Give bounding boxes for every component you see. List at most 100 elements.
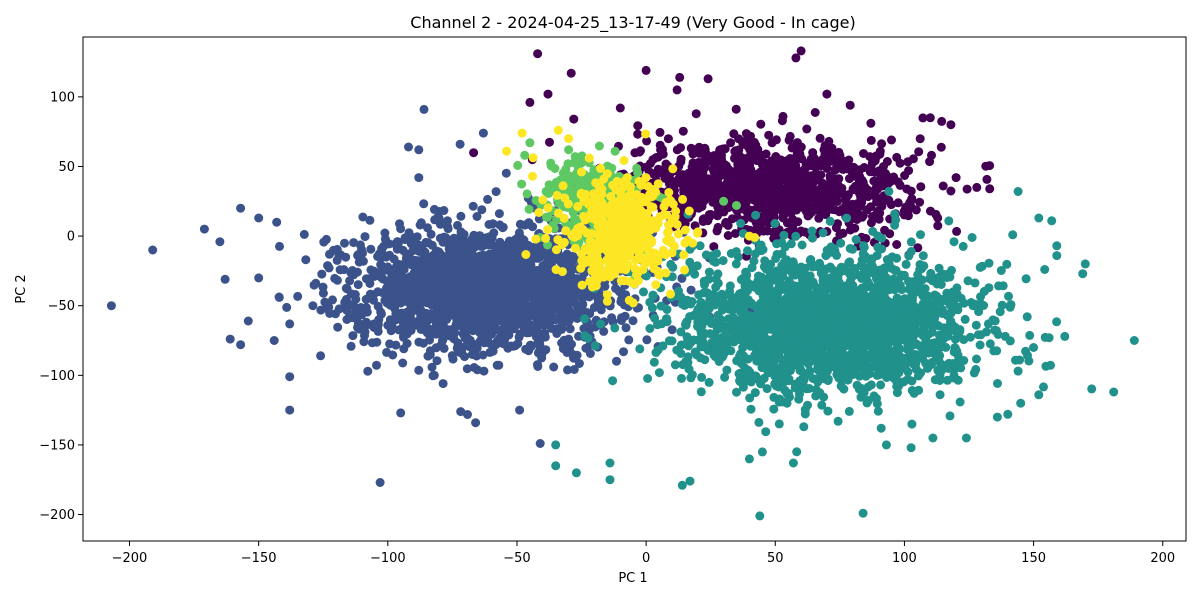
data-point [373,287,383,297]
data-point [800,227,810,237]
data-point [442,251,452,261]
data-point [704,377,714,387]
data-point [533,49,543,59]
data-point [822,184,832,194]
data-point [772,164,782,174]
data-point [550,315,560,325]
data-point [768,227,778,237]
data-point [488,219,498,229]
data-point [504,302,514,312]
data-point [254,273,264,283]
data-point [842,213,852,223]
data-point [738,153,748,163]
data-point [791,231,801,241]
data-point [459,249,469,259]
data-point [529,308,539,318]
data-point [414,365,424,375]
data-point [490,316,500,326]
data-point [825,171,835,181]
data-point [736,218,746,228]
data-point [373,301,383,311]
data-point [448,354,458,364]
data-point [494,209,504,219]
data-point [590,341,600,351]
data-point [836,238,846,248]
data-point [976,330,986,340]
data-point [396,408,406,418]
data-point [945,272,955,282]
data-point [707,175,717,185]
data-point [319,237,329,247]
data-point [328,295,337,305]
data-point [388,350,398,360]
data-point [630,148,640,158]
data-point [981,161,991,171]
data-point [870,189,880,199]
data-point [676,327,686,337]
data-point [360,232,370,242]
data-point [467,250,477,260]
data-point [740,179,750,189]
data-point [1008,230,1018,240]
data-point [580,331,590,341]
data-point [488,346,498,356]
data-point [884,186,894,196]
data-point [667,325,677,335]
data-point [643,374,653,383]
data-point [511,244,520,254]
data-point [383,320,393,330]
data-point [653,152,663,162]
data-point [614,287,624,297]
data-point [451,277,461,287]
data-point [596,319,606,329]
data-point [712,248,721,258]
data-point [523,318,533,328]
data-point [504,278,514,288]
data-point [562,348,572,357]
data-point [711,274,721,284]
data-point [840,192,850,202]
data-point [540,328,550,338]
data-point [764,130,774,140]
data-point [893,177,903,187]
data-point [918,251,928,261]
data-point [925,157,935,167]
data-point [395,271,405,281]
data-point [375,478,385,487]
data-point [834,181,843,191]
data-point [567,252,577,262]
data-point [648,291,658,301]
data-point [412,232,422,242]
data-point [716,183,726,193]
data-point [353,322,362,332]
data-point [358,256,368,266]
data-point [811,169,821,179]
data-point [236,203,246,213]
data-point [398,358,408,368]
data-point [1040,265,1050,274]
data-point [456,211,466,221]
data-point [513,300,523,310]
data-point [1004,291,1013,301]
data-point [933,213,943,223]
data-point [902,184,912,194]
data-point [607,313,617,323]
data-point [885,229,895,239]
data-point [534,265,544,275]
data-point [795,366,805,375]
data-point [959,335,969,345]
data-point [365,274,375,283]
data-point [807,226,817,236]
data-point [863,192,873,202]
data-point [746,404,756,414]
data-point [472,351,482,361]
data-point [880,367,890,377]
data-point [691,109,701,119]
data-point [483,194,493,204]
data-point [580,314,590,324]
data-point [945,323,955,332]
data-point [915,197,925,207]
data-point [447,325,457,334]
data-point [944,216,954,226]
data-point [471,418,481,428]
